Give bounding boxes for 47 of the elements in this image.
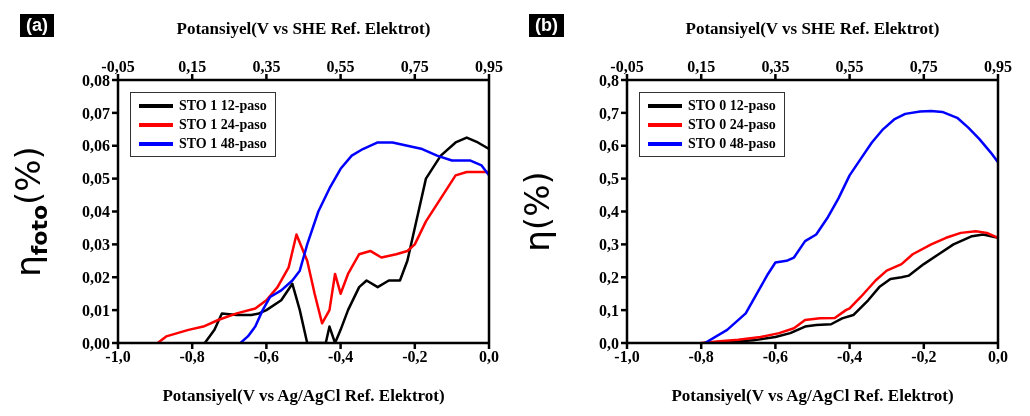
x2-tick-label: 0,15 [178, 58, 207, 75]
legend-label: STO 1 48-paso [179, 135, 267, 153]
y-tick-label: 0,4 [599, 203, 619, 221]
y-axis-title: η(%) [517, 171, 557, 252]
legend-label: STO 1 12-paso [179, 97, 267, 115]
y-tick-label: 0,02 [82, 268, 110, 286]
x2-tick-label: 0,95 [984, 58, 1012, 75]
x2-tick-label: 0,95 [475, 58, 503, 75]
chart-title: (b) [529, 14, 564, 37]
y-tick-label: 0,3 [599, 236, 619, 254]
y-tick-label: 0,04 [82, 203, 110, 221]
y-tick-label: 0,5 [599, 170, 619, 188]
y-tick-label: 0,01 [82, 301, 110, 319]
x2-axis-title: Potansiyel(V vs SHE Ref. Elektrot) [176, 19, 431, 39]
legend-label: STO 0 48-paso [688, 135, 776, 153]
x2-tick-label: 0,35 [252, 58, 281, 75]
x2-axis-title: Potansiyel(V vs SHE Ref. Elektrot) [685, 19, 940, 39]
x2-tick-label: 0,75 [400, 58, 429, 75]
chart-title: (a) [20, 14, 54, 37]
y-tick-label: 0,05 [82, 170, 110, 188]
x-tick-label: 0,0 [988, 348, 1008, 366]
legend-label: STO 0 24-paso [688, 116, 776, 134]
x-axis-title: Potansiyel(V vs Ag/AgCl Ref. Elektrot) [671, 386, 954, 405]
y-tick-label: 0,06 [82, 137, 110, 155]
x2-tick-label: 0,55 [326, 58, 355, 75]
x-tick-label: -0,4 [836, 348, 863, 366]
x-tick-label: -0,8 [179, 348, 205, 366]
x-tick-label: -0,8 [688, 348, 714, 366]
y-tick-label: 0,03 [82, 236, 110, 254]
x-tick-label: -0,2 [402, 348, 428, 366]
x-tick-label: -0,4 [327, 348, 354, 366]
y-tick-label: 0,1 [599, 301, 619, 319]
legend-label: STO 1 24-paso [179, 116, 267, 134]
y-tick-label: 0,2 [599, 268, 619, 286]
y-tick-label: 0,6 [599, 137, 619, 155]
y-tick-label: 0,07 [82, 104, 110, 122]
x2-tick-label: 0,15 [687, 58, 716, 75]
x2-tick-label: 0,75 [909, 58, 938, 75]
x-tick-label: -0,2 [911, 348, 937, 366]
x2-tick-label: 0,35 [761, 58, 790, 75]
x-tick-label: 0,0 [479, 348, 499, 366]
x-axis-title: Potansiyel(V vs Ag/AgCl Ref. Elektrot) [162, 386, 445, 405]
x-tick-label: -0,6 [762, 348, 789, 366]
y-tick-label: 0,7 [599, 104, 619, 122]
x-tick-label: -0,6 [253, 348, 280, 366]
x2-tick-label: 0,55 [835, 58, 864, 75]
legend-label: STO 0 12-paso [688, 97, 776, 115]
